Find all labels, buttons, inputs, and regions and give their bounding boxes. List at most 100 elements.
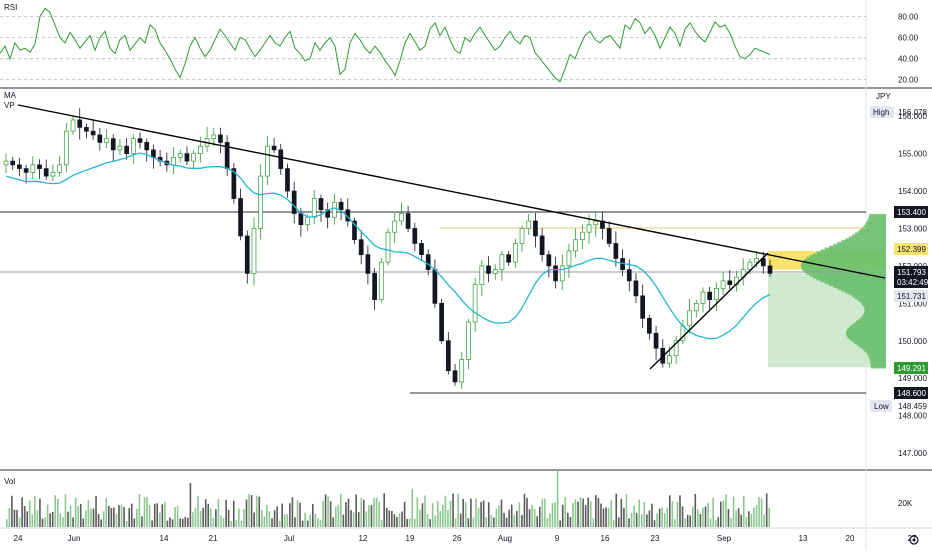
candle[interactable] [332,201,337,218]
candle[interactable] [486,265,491,274]
candle[interactable] [63,130,69,166]
candle[interactable] [546,254,552,267]
candle[interactable] [754,258,759,263]
candle[interactable] [647,317,652,334]
candle[interactable] [412,228,418,244]
candle[interactable] [70,119,76,132]
time-axis[interactable]: 24 Jun 14 21 Jul 12 19 26 Aug 9 16 23 Sep 13 20 27 [14,534,917,543]
candle[interactable] [184,153,190,162]
candle[interactable] [30,164,36,173]
candle[interactable] [137,138,143,143]
price-pane[interactable]: MA VP JPY 156.000 155.000 154.000 153.000 15… [0,91,927,458]
candle[interactable] [43,168,49,177]
candle[interactable] [419,243,424,256]
candle[interactable] [506,254,511,263]
candle[interactable] [151,149,156,158]
candlestick-series[interactable] [3,108,773,389]
lower-level-badge[interactable]: 151.731 [894,290,928,302]
candle[interactable] [3,160,9,166]
candle[interactable] [378,261,384,300]
candle[interactable] [479,265,485,285]
candle[interactable] [519,228,525,244]
candle[interactable] [318,198,324,211]
moving-average-line[interactable] [5,152,771,340]
candle[interactable] [499,254,505,270]
candle[interactable] [144,142,150,151]
support-badge[interactable]: 148.600 [894,387,928,399]
candle[interactable] [580,231,585,241]
candle[interactable] [626,269,632,282]
candle[interactable] [311,198,317,218]
candle[interactable] [432,269,438,304]
candle[interactable] [278,149,284,169]
candle[interactable] [707,291,713,300]
candle[interactable] [130,138,136,154]
candle[interactable] [117,145,123,151]
settings-gear-icon[interactable] [909,535,919,545]
candle[interactable] [298,213,304,226]
candle[interactable] [613,243,619,259]
candle[interactable] [258,175,264,229]
candle[interactable] [526,220,532,229]
candle[interactable] [714,288,719,300]
candle[interactable] [727,280,733,285]
candle[interactable] [177,153,183,158]
candle[interactable] [90,130,96,136]
candle[interactable] [372,273,377,300]
candle[interactable] [693,302,699,312]
candle[interactable] [512,243,518,263]
candle[interactable] [10,160,16,166]
candle[interactable] [385,231,391,263]
candle[interactable] [586,224,592,233]
candle[interactable] [466,321,471,360]
candle[interactable] [110,138,116,151]
candle[interactable] [573,239,578,252]
candle[interactable] [667,355,672,364]
resistance-badge[interactable]: 153.400 [894,206,928,218]
candle[interactable] [633,280,639,297]
candle[interactable] [57,164,62,173]
candle[interactable] [472,284,478,323]
candle[interactable] [191,153,196,162]
candle[interactable] [439,302,444,342]
rsi-pane[interactable]: RSI 80.00 60.00 40.00 20.00 [0,3,919,85]
descending-trendline[interactable] [17,104,886,279]
candle[interactable] [198,145,203,154]
candle[interactable] [425,254,431,270]
candle[interactable] [218,134,223,143]
ascending-trendline[interactable] [649,252,769,370]
candle[interactable] [593,220,599,226]
candle[interactable] [492,269,498,274]
candle[interactable] [566,250,572,267]
candle[interactable] [358,239,364,256]
candle[interactable] [285,168,290,192]
candle[interactable] [747,261,753,270]
candle[interactable] [231,168,237,199]
candle[interactable] [305,216,310,226]
rsi-line[interactable] [0,7,771,83]
candle[interactable] [352,220,357,241]
candle[interactable] [539,235,545,256]
candle[interactable] [23,168,29,173]
candle[interactable] [553,265,558,282]
candle[interactable] [97,134,103,143]
current-price-badge[interactable]: 151.793 03:42:49 [894,266,929,288]
candle[interactable] [124,145,129,154]
candle[interactable] [77,119,83,128]
candle[interactable] [392,220,398,233]
candle[interactable] [265,145,270,177]
candle[interactable] [238,198,243,237]
candle[interactable] [405,213,411,229]
candle[interactable] [673,340,679,357]
candle[interactable] [445,340,451,372]
candle[interactable] [399,213,404,222]
candle[interactable] [559,265,565,282]
candle[interactable] [244,235,250,274]
candle[interactable] [720,280,726,289]
candle[interactable] [251,228,257,274]
candle[interactable] [533,220,538,237]
candle[interactable] [291,190,297,214]
mid-level-badge[interactable]: 152.399 [894,243,928,255]
